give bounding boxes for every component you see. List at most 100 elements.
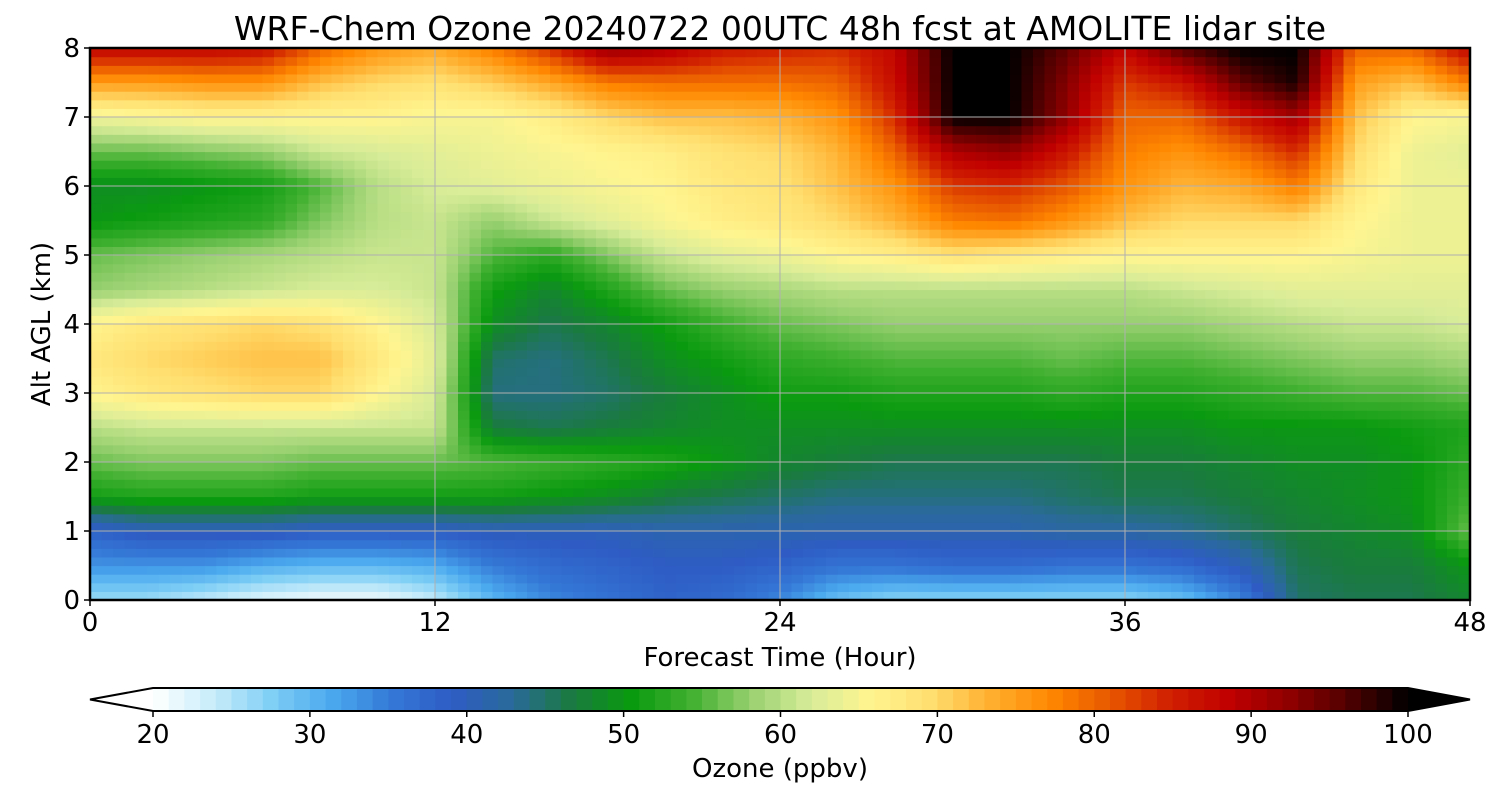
heatmap-cell <box>515 470 528 480</box>
heatmap-cell <box>251 505 264 515</box>
heatmap-cell <box>308 349 321 360</box>
heatmap-cell <box>872 462 885 472</box>
heatmap-cell <box>239 56 252 66</box>
heatmap-cell <box>872 108 885 118</box>
heatmap-cell <box>458 56 471 66</box>
heatmap-cell <box>837 522 850 532</box>
heatmap-cell <box>136 151 149 161</box>
heatmap-cell <box>895 367 908 377</box>
heatmap-cell <box>619 513 632 523</box>
heatmap-cell <box>952 375 965 385</box>
heatmap-cell <box>757 229 770 239</box>
heatmap-cell <box>297 91 310 101</box>
heatmap-cell <box>676 367 689 377</box>
heatmap-cell <box>780 462 793 472</box>
heatmap-cell <box>699 470 712 480</box>
heatmap-cell <box>757 306 770 316</box>
heatmap-cell <box>435 375 448 385</box>
heatmap-cell <box>906 246 919 256</box>
heatmap-cell <box>285 65 298 75</box>
heatmap-cell <box>630 125 643 135</box>
heatmap-cell <box>584 462 597 472</box>
heatmap-cell <box>941 410 954 420</box>
heatmap-cell <box>377 168 390 178</box>
heatmap-cell <box>239 117 252 127</box>
heatmap-cell <box>354 401 367 411</box>
heatmap-cell <box>803 134 816 144</box>
heatmap-cell <box>527 272 540 282</box>
heatmap-cell <box>630 263 643 273</box>
heatmap-cell <box>630 280 643 291</box>
heatmap-cell <box>182 168 195 178</box>
heatmap-cell <box>216 462 229 472</box>
heatmap-cell <box>837 237 850 247</box>
heatmap-cell <box>952 410 965 420</box>
heatmap-cell <box>170 117 183 127</box>
heatmap-cell <box>308 470 321 480</box>
heatmap-cell <box>101 565 114 575</box>
heatmap-cell <box>941 211 954 222</box>
heatmap-cell <box>239 531 252 541</box>
heatmap-cell <box>377 186 390 196</box>
heatmap-cell <box>170 56 183 66</box>
heatmap-cell <box>458 289 471 299</box>
heatmap-cell <box>251 289 264 299</box>
heatmap-cell <box>929 315 942 325</box>
heatmap-cell <box>354 539 367 549</box>
heatmap-cell <box>918 117 931 127</box>
heatmap-cell <box>193 125 206 135</box>
heatmap-cell <box>964 246 977 256</box>
heatmap-cell <box>711 358 724 368</box>
heatmap-cell <box>228 487 241 498</box>
heatmap-cell <box>734 255 747 265</box>
heatmap-cell <box>768 436 781 446</box>
heatmap-cell <box>193 496 206 506</box>
heatmap-cell <box>630 108 643 118</box>
heatmap-cell <box>688 384 701 394</box>
heatmap-cell <box>952 513 965 523</box>
heatmap-cell <box>205 513 218 523</box>
heatmap-cell <box>642 358 655 368</box>
heatmap-cell <box>952 470 965 480</box>
heatmap-cell <box>619 160 632 170</box>
heatmap-cell <box>619 289 632 299</box>
heatmap-cell <box>320 487 333 498</box>
heatmap-cell <box>297 349 310 360</box>
heatmap-cell <box>561 229 574 239</box>
heatmap-cell <box>193 556 206 567</box>
heatmap-cell <box>722 324 735 334</box>
heatmap-cell <box>504 332 517 342</box>
heatmap-cell <box>757 263 770 273</box>
heatmap-cell <box>435 203 448 213</box>
heatmap-cell <box>837 168 850 178</box>
heatmap-cell <box>780 194 793 204</box>
heatmap-cell <box>216 539 229 549</box>
heatmap-cell <box>435 496 448 506</box>
heatmap-cell <box>262 237 275 247</box>
heatmap-cell <box>699 220 712 230</box>
heatmap-cell <box>239 462 252 472</box>
heatmap-cell <box>780 280 793 291</box>
heatmap-cell <box>492 125 505 135</box>
heatmap-cell <box>722 151 735 161</box>
heatmap-cell <box>688 496 701 506</box>
heatmap-cell <box>561 289 574 299</box>
heatmap-cell <box>780 298 793 308</box>
heatmap-cell <box>653 582 666 592</box>
heatmap-cell <box>918 418 931 429</box>
heatmap-cell <box>688 82 701 92</box>
heatmap-cell <box>975 410 988 420</box>
heatmap-cell <box>377 375 390 385</box>
heatmap-cell <box>872 91 885 101</box>
heatmap-cell <box>216 418 229 429</box>
heatmap-cell <box>423 246 436 256</box>
heatmap-cell <box>274 349 287 360</box>
heatmap-cell <box>780 556 793 567</box>
heatmap-cell <box>722 505 735 515</box>
heatmap-cell <box>964 168 977 178</box>
heatmap-cell <box>803 358 816 368</box>
heatmap-cell <box>561 211 574 222</box>
heatmap-cell <box>113 177 126 187</box>
heatmap-cell <box>239 272 252 282</box>
heatmap-cell <box>814 229 827 239</box>
